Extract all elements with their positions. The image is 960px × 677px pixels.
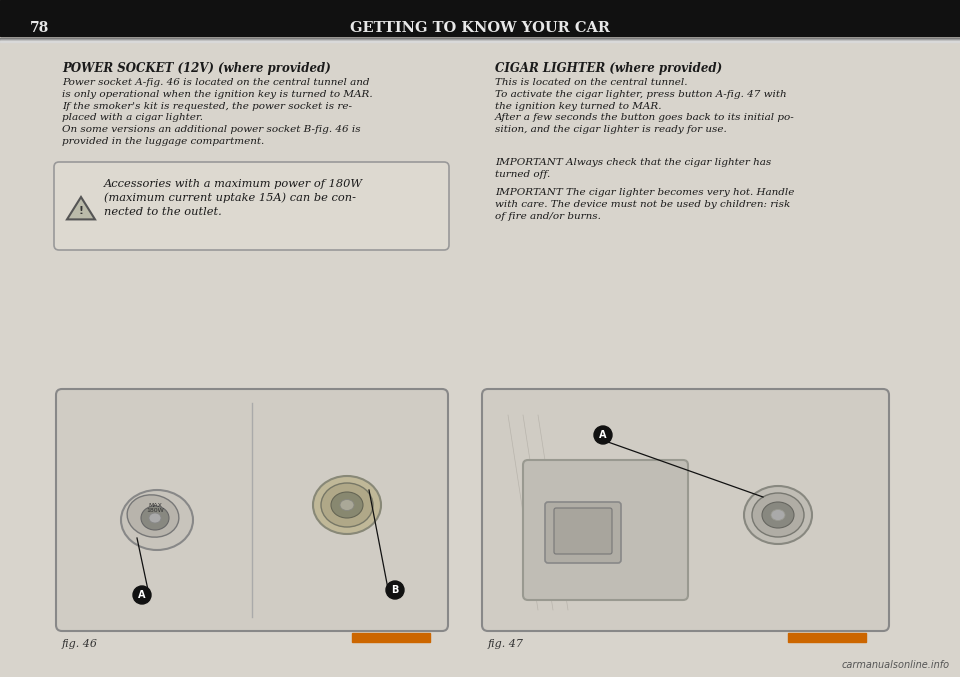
- Text: fig. 46: fig. 46: [62, 639, 98, 649]
- FancyBboxPatch shape: [482, 389, 889, 631]
- Text: Accessories with a maximum power of 180W
(maximum current uptake 15A) can be con: Accessories with a maximum power of 180W…: [104, 179, 363, 217]
- Text: A: A: [138, 590, 146, 600]
- Circle shape: [133, 586, 151, 604]
- Ellipse shape: [313, 476, 381, 534]
- Circle shape: [386, 581, 404, 599]
- Circle shape: [594, 426, 612, 444]
- Ellipse shape: [141, 506, 169, 530]
- Polygon shape: [67, 197, 95, 219]
- Text: A: A: [599, 430, 607, 440]
- FancyBboxPatch shape: [554, 508, 612, 554]
- Ellipse shape: [127, 495, 179, 537]
- Bar: [788, 633, 866, 642]
- Bar: [352, 633, 430, 642]
- Text: This is located on the central tunnel.
To activate the cigar lighter, press butt: This is located on the central tunnel. T…: [495, 78, 795, 134]
- Ellipse shape: [121, 490, 193, 550]
- Bar: [0, 0, 960, 36]
- Text: MAX
180W: MAX 180W: [146, 502, 164, 513]
- Text: B: B: [392, 585, 398, 595]
- Ellipse shape: [771, 510, 785, 521]
- Ellipse shape: [340, 500, 354, 510]
- FancyBboxPatch shape: [54, 162, 449, 250]
- Ellipse shape: [744, 486, 812, 544]
- FancyBboxPatch shape: [56, 389, 448, 631]
- Text: carmanualsonline.info: carmanualsonline.info: [842, 660, 950, 670]
- Text: Power socket A-fig. 46 is located on the central tunnel and
is only operational : Power socket A-fig. 46 is located on the…: [62, 78, 372, 146]
- Text: GETTING TO KNOW YOUR CAR: GETTING TO KNOW YOUR CAR: [350, 21, 610, 35]
- FancyBboxPatch shape: [545, 502, 621, 563]
- Text: IMPORTANT Always check that the cigar lighter has
turned off.: IMPORTANT Always check that the cigar li…: [495, 158, 771, 179]
- Ellipse shape: [762, 502, 794, 528]
- Text: 78: 78: [30, 21, 49, 35]
- Text: fig. 47: fig. 47: [488, 639, 524, 649]
- Text: POWER SOCKET (12V) (where provided): POWER SOCKET (12V) (where provided): [62, 62, 331, 75]
- Ellipse shape: [149, 513, 161, 523]
- Ellipse shape: [321, 483, 373, 527]
- Ellipse shape: [752, 493, 804, 537]
- FancyBboxPatch shape: [523, 460, 688, 600]
- Text: !: !: [79, 206, 84, 216]
- Text: IMPORTANT The cigar lighter becomes very hot. Handle
with care. The device must : IMPORTANT The cigar lighter becomes very…: [495, 188, 794, 221]
- Ellipse shape: [331, 492, 363, 518]
- Text: CIGAR LIGHTER (where provided): CIGAR LIGHTER (where provided): [495, 62, 722, 75]
